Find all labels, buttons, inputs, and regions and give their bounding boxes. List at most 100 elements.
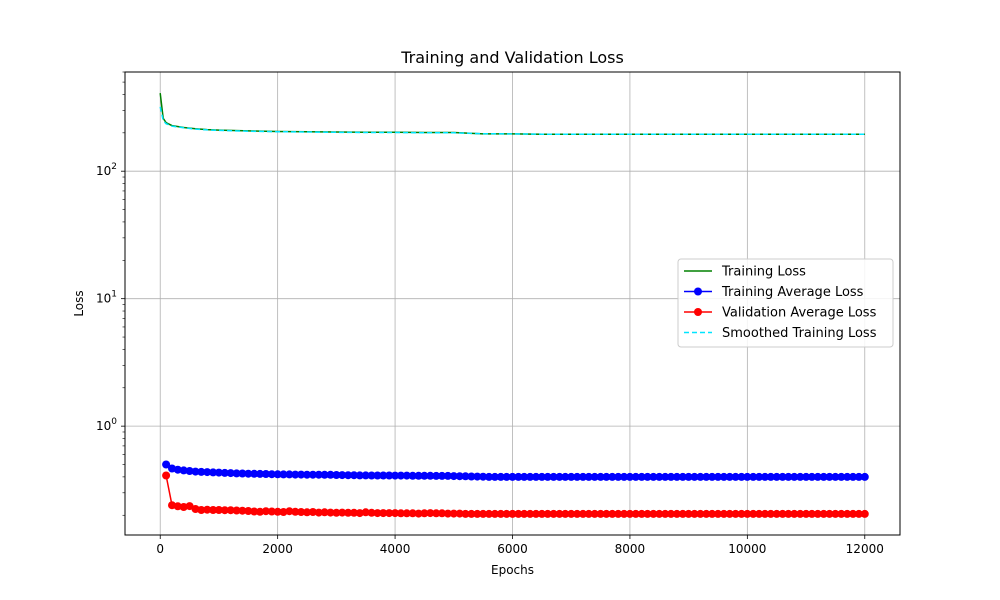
data-point [802,509,811,518]
data-point [479,472,488,481]
data-point [860,509,869,518]
data-point [297,470,306,479]
data-point [396,471,405,480]
data-point [267,507,276,516]
data-point [719,509,728,518]
data-point [661,472,670,481]
data-point [561,472,570,481]
data-point [344,471,353,480]
data-point [455,472,464,481]
data-point [807,472,816,481]
data-point [367,508,376,517]
data-point [573,472,582,481]
data-point [162,460,171,469]
data-point [502,472,511,481]
data-point [314,470,323,479]
data-point [625,472,634,481]
data-point [702,509,711,518]
data-point [338,471,347,480]
x-tick-label: 10000 [728,542,766,556]
data-point [854,472,863,481]
data-point [708,509,717,518]
data-point [408,509,417,518]
data-point [508,472,517,481]
data-point [226,469,235,478]
data-point [514,509,523,518]
data-point [332,508,341,517]
data-point [238,506,247,515]
data-point [667,472,675,481]
data-point [526,472,535,481]
data-point [766,472,775,481]
data-point [655,509,664,518]
data-point [655,472,664,481]
data-point [784,472,793,481]
legend: Training Loss Training Average Loss Valida… [677,258,894,348]
data-point [244,469,253,478]
data-point [608,472,617,481]
data-point [637,509,646,518]
data-point [514,472,523,481]
data-point [279,470,288,479]
data-point [520,509,529,518]
data-point [326,508,335,517]
data-point [620,472,629,481]
data-point [414,471,423,480]
data-point [320,470,329,479]
data-point [402,509,411,518]
data-point [620,509,629,518]
data-point [261,470,270,478]
data-point [590,472,599,481]
data-point [479,509,488,518]
data-point [455,509,464,518]
data-point [854,509,863,518]
series-line [159,106,865,135]
data-point [708,472,717,481]
data-point [338,508,347,517]
data-point [308,470,317,479]
data-point [696,472,705,481]
data-point [256,469,264,478]
legend-label: Training Loss [721,265,806,280]
data-point [244,507,253,515]
data-point [443,509,452,518]
data-point [350,508,358,517]
data-point [373,509,382,518]
data-point [379,471,388,480]
data-point [508,509,517,518]
data-point [755,472,764,481]
data-point [584,472,593,481]
data-point [749,472,758,481]
data-point [361,471,370,480]
data-point [179,503,188,511]
data-point [649,509,658,518]
data-point [279,508,288,516]
data-point [303,508,311,517]
x-axis-label: Epochs [491,563,534,577]
data-point [391,471,400,480]
data-point [162,471,171,480]
data-point [714,509,722,518]
data-point [532,472,540,481]
data-point [631,509,640,518]
data-point [473,472,482,481]
data-point [391,509,400,518]
data-point [443,471,452,480]
x-tick-label: 0 [156,542,164,556]
data-point [714,472,722,481]
data-point [819,472,828,481]
axis-ticks: 0 2000 4000 6000 8000 10000 12000 100 101 102 [96,71,884,556]
data-point [596,509,605,518]
data-point [214,468,223,477]
data-point [449,509,458,518]
data-point [743,472,752,481]
data-point [326,470,335,479]
data-point [813,472,822,481]
data-point [543,509,552,518]
data-point [790,472,799,481]
data-point [256,507,264,516]
data-point [843,509,852,518]
data-point [220,506,229,515]
data-point [490,472,499,481]
data-point [761,509,769,518]
